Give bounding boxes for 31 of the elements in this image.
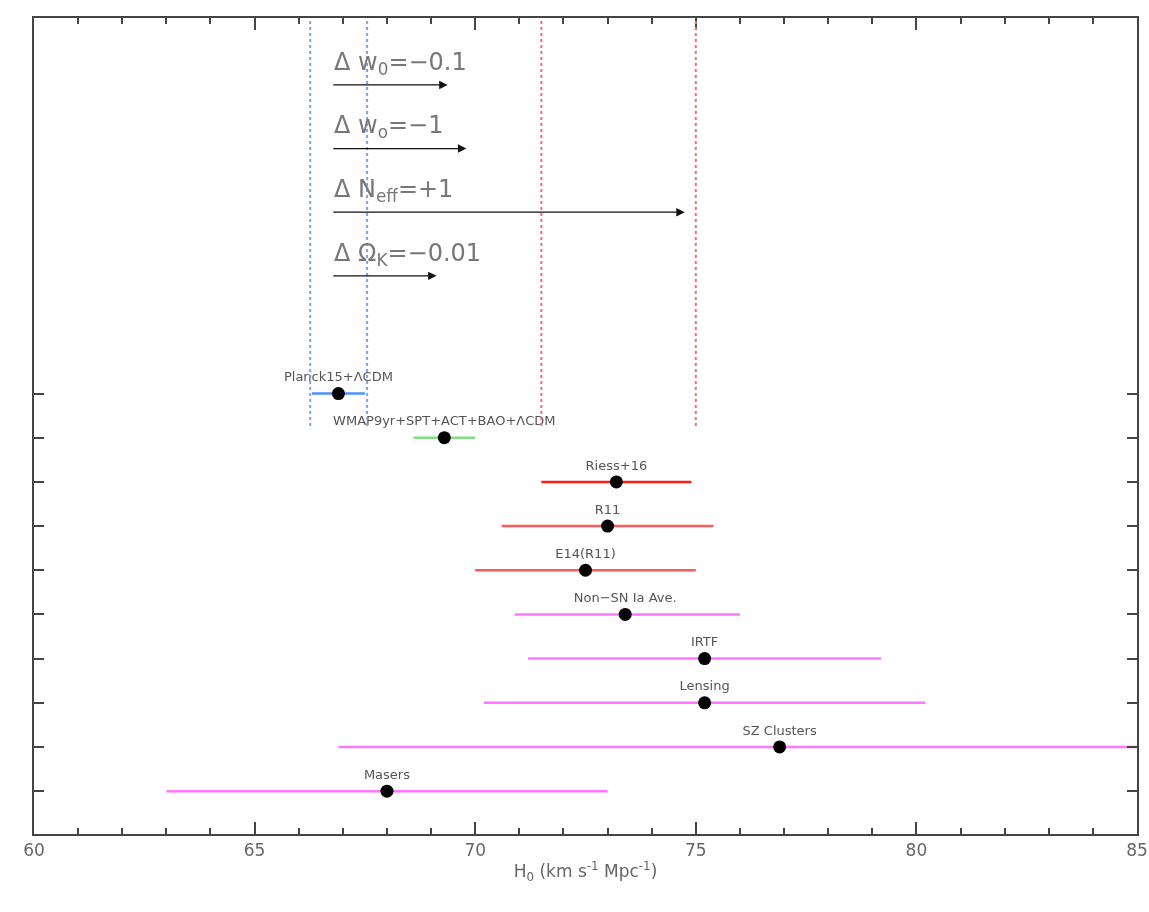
point xyxy=(609,475,623,489)
x-tick-label: 65 xyxy=(243,840,266,861)
point xyxy=(601,519,615,533)
x-tick-label: 80 xyxy=(905,840,928,861)
point xyxy=(380,784,394,798)
y-tick-label: SZ Clusters xyxy=(742,722,817,738)
point xyxy=(437,431,451,445)
point xyxy=(773,740,787,754)
y-tick-label: Lensing xyxy=(679,678,730,694)
point xyxy=(698,652,712,666)
x-tick-label: 60 xyxy=(23,840,45,861)
point xyxy=(618,607,632,621)
y-tick-label: Masers xyxy=(363,766,411,782)
x-tick-label: 85 xyxy=(1126,840,1148,861)
x-tick-label: 75 xyxy=(684,840,707,861)
text: Δ w$_{0}$=−0.1 xyxy=(334,48,467,80)
point xyxy=(331,387,345,401)
text: Δ Ω$_{K}$=−0.01 xyxy=(334,239,482,271)
point xyxy=(579,563,592,577)
y-tick-label: IRTF xyxy=(690,634,719,650)
text: Δ w$_{o}$=−1 xyxy=(334,111,444,143)
y-tick-label: R11 xyxy=(594,501,621,517)
y-tick-label: Riess+16 xyxy=(585,457,648,473)
x-tick-label: 70 xyxy=(464,840,487,861)
y-tick-label: WMAP9yr+SPT+ACT+BAO+ΛCDM xyxy=(333,413,556,429)
y-tick-label: Planck15+ΛCDM xyxy=(283,369,393,385)
text: Δ N$_{eff}$=+1 xyxy=(334,175,454,207)
x-axis-title: H$_{0}$ (km s$^{-1}$ Mpc$^{-1}$) xyxy=(513,859,658,884)
y-tick-label: Non−SN Ia Ave. xyxy=(573,590,677,606)
y-tick-label: E14(R11) xyxy=(555,545,616,561)
point xyxy=(698,696,712,710)
